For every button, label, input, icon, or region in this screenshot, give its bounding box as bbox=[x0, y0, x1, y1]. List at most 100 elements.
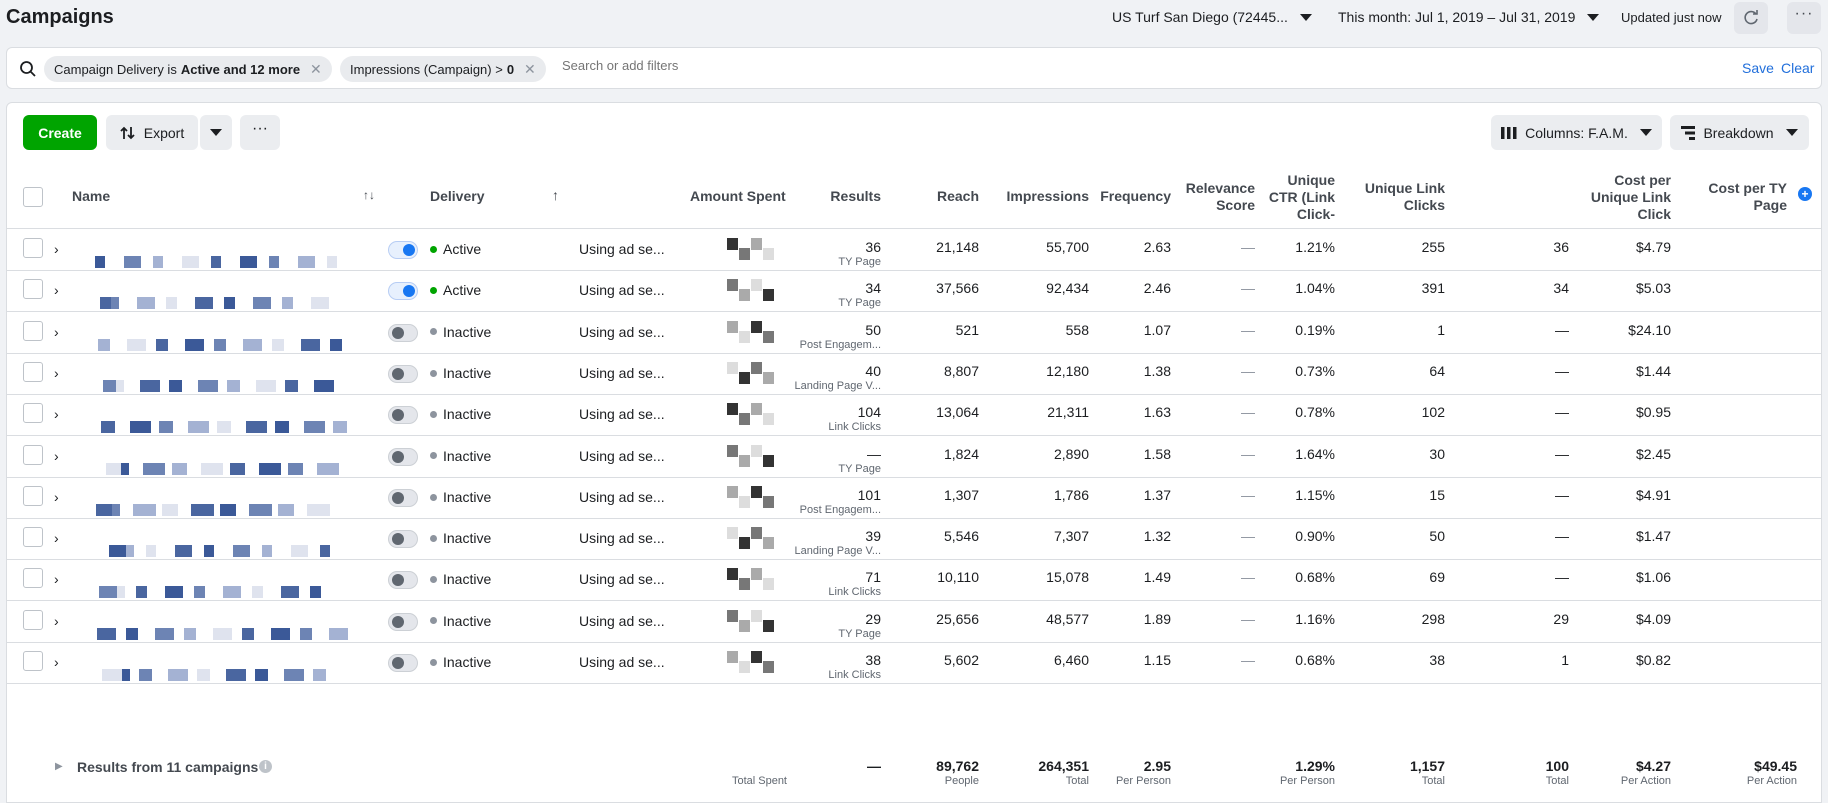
campaign-name-redacted[interactable] bbox=[95, 275, 365, 310]
results-value[interactable]: 38 bbox=[865, 652, 881, 668]
date-range-selector[interactable]: This month: Jul 1, 2019 – Jul 31, 2019 bbox=[1338, 9, 1600, 25]
chevron-right-icon[interactable]: › bbox=[54, 323, 59, 340]
columns-button[interactable]: Columns: F.A.M. bbox=[1491, 115, 1662, 150]
refresh-button[interactable] bbox=[1734, 2, 1768, 34]
table-row[interactable]: › Inactive Using ad se... 38 Link Clicks 5,60… bbox=[7, 643, 1821, 684]
results-value[interactable]: 29 bbox=[865, 610, 881, 627]
results-value[interactable]: 34 bbox=[865, 280, 881, 297]
chevron-right-icon[interactable]: › bbox=[54, 654, 59, 670]
column-header-unique-link-clicks[interactable]: Unique Link Clicks bbox=[1337, 180, 1445, 214]
chevron-right-icon[interactable]: › bbox=[54, 488, 59, 505]
column-header-impressions[interactable]: Impressions bbox=[1006, 188, 1089, 204]
info-icon[interactable]: i bbox=[259, 760, 272, 773]
table-row[interactable]: › Inactive Using ad se... — TY Page 1,824 2,89… bbox=[7, 437, 1821, 478]
campaign-toggle[interactable] bbox=[388, 282, 418, 301]
chevron-right-icon[interactable]: › bbox=[54, 406, 59, 423]
table-row[interactable]: › Inactive Using ad se... 101 Post Engagem..… bbox=[7, 478, 1821, 519]
results-value[interactable]: 104 bbox=[857, 404, 881, 421]
results-value[interactable]: 101 bbox=[857, 486, 881, 503]
column-header-relevance[interactable]: Relevance Score bbox=[1173, 180, 1255, 214]
campaign-toggle[interactable] bbox=[388, 530, 418, 549]
table-row[interactable]: › Inactive Using ad se... 71 Link Clicks 10,1… bbox=[7, 560, 1821, 602]
chevron-right-icon[interactable]: › bbox=[54, 447, 59, 464]
add-column-icon[interactable]: + bbox=[1798, 187, 1812, 201]
close-icon[interactable]: ✕ bbox=[310, 60, 322, 77]
row-checkbox[interactable] bbox=[23, 527, 43, 548]
campaign-name-redacted[interactable] bbox=[95, 317, 365, 351]
select-all-checkbox[interactable] bbox=[23, 187, 43, 207]
column-header-name[interactable]: Name bbox=[72, 188, 111, 204]
table-row[interactable]: › Inactive Using ad se... 29 TY Page 25,656 48… bbox=[7, 602, 1821, 643]
column-header-unique-ctr[interactable]: Unique CTR (Link Click- bbox=[1253, 172, 1335, 223]
table-row[interactable]: › Active Using ad se... 36 TY Page 21,148 55,7… bbox=[7, 230, 1821, 271]
campaign-toggle[interactable] bbox=[388, 241, 418, 259]
column-header-reach[interactable]: Reach bbox=[936, 188, 979, 204]
campaign-toggle[interactable] bbox=[388, 364, 418, 383]
results-value[interactable]: 71 bbox=[865, 569, 881, 586]
column-header-amount-spent[interactable]: Amount Spent bbox=[690, 188, 786, 204]
row-checkbox[interactable] bbox=[23, 238, 43, 258]
campaign-name-redacted[interactable] bbox=[95, 358, 365, 392]
results-value[interactable]: 40 bbox=[865, 362, 881, 379]
table-row[interactable]: › Inactive Using ad se... 104 Link Clicks 13,… bbox=[7, 395, 1821, 437]
toolbar-more-button[interactable]: ··· bbox=[240, 115, 280, 150]
sort-icon[interactable]: ↑↓ bbox=[363, 188, 375, 202]
save-filters-link[interactable]: Save bbox=[1742, 60, 1774, 76]
row-checkbox[interactable] bbox=[23, 279, 43, 300]
campaign-toggle[interactable] bbox=[388, 488, 418, 507]
campaign-toggle[interactable] bbox=[388, 406, 418, 425]
chevron-right-icon[interactable]: › bbox=[54, 571, 59, 588]
row-checkbox[interactable] bbox=[23, 651, 43, 671]
row-checkbox[interactable] bbox=[23, 403, 43, 424]
campaign-name-redacted[interactable] bbox=[95, 482, 365, 516]
chevron-right-icon[interactable]: › bbox=[54, 530, 59, 547]
results-value[interactable]: — bbox=[867, 445, 881, 462]
row-checkbox[interactable] bbox=[23, 485, 43, 506]
campaign-toggle[interactable] bbox=[388, 571, 418, 590]
campaign-name-redacted[interactable] bbox=[95, 606, 365, 640]
campaign-name-redacted[interactable] bbox=[95, 399, 365, 434]
filter-chip-delivery[interactable]: Campaign Delivery is Active and 12 more ✕ bbox=[44, 56, 332, 82]
results-value[interactable]: 50 bbox=[865, 321, 881, 338]
chevron-right-icon[interactable]: › bbox=[54, 241, 59, 257]
column-header-cost-per-ty-page[interactable]: Cost per TY Page bbox=[1677, 180, 1787, 214]
chevron-right-icon[interactable]: › bbox=[54, 364, 59, 381]
table-row[interactable]: › Inactive Using ad se... 40 Landing Page V.… bbox=[7, 354, 1821, 395]
table-row[interactable]: › Inactive Using ad se... 50 Post Engagem...… bbox=[7, 313, 1821, 354]
breakdown-button[interactable]: Breakdown bbox=[1670, 115, 1809, 150]
campaign-name-redacted[interactable] bbox=[95, 647, 365, 681]
column-header-delivery[interactable]: Delivery bbox=[430, 188, 485, 204]
column-header-frequency[interactable]: Frequency bbox=[1100, 188, 1171, 204]
row-checkbox[interactable] bbox=[23, 320, 43, 341]
results-value[interactable]: 39 bbox=[865, 528, 881, 545]
campaign-toggle[interactable] bbox=[388, 654, 418, 672]
table-row[interactable]: › Active Using ad se... 34 TY Page 37,566 92,4… bbox=[7, 271, 1821, 313]
account-selector[interactable]: US Turf San Diego (72445... bbox=[1112, 9, 1312, 25]
row-checkbox[interactable] bbox=[23, 444, 43, 465]
chevron-right-icon[interactable]: › bbox=[54, 612, 59, 629]
more-options-button[interactable]: ··· bbox=[1787, 2, 1821, 34]
chevron-right-icon[interactable]: › bbox=[54, 282, 59, 299]
results-value[interactable]: 36 bbox=[865, 239, 881, 255]
campaign-name-redacted[interactable] bbox=[95, 441, 365, 475]
create-button[interactable]: Create bbox=[23, 115, 97, 150]
campaign-toggle[interactable] bbox=[388, 323, 418, 342]
campaign-toggle[interactable] bbox=[388, 612, 418, 631]
close-icon[interactable]: ✕ bbox=[524, 60, 536, 77]
row-checkbox[interactable] bbox=[23, 568, 43, 589]
campaign-name-redacted[interactable] bbox=[95, 234, 365, 268]
column-header-results[interactable]: Results bbox=[830, 188, 881, 204]
row-checkbox[interactable] bbox=[23, 609, 43, 630]
expand-icon[interactable]: ▶ bbox=[55, 761, 63, 772]
export-button[interactable]: Export bbox=[106, 115, 198, 150]
campaign-name-redacted[interactable] bbox=[95, 564, 365, 599]
search-input[interactable] bbox=[562, 58, 962, 73]
row-checkbox[interactable] bbox=[23, 361, 43, 382]
campaign-name-redacted[interactable] bbox=[95, 523, 365, 558]
arrow-up-icon[interactable]: ↑ bbox=[552, 187, 559, 203]
campaign-toggle[interactable] bbox=[388, 447, 418, 466]
table-row[interactable]: › Inactive Using ad se... 39 Landing Page V.… bbox=[7, 519, 1821, 561]
column-header-cost-per-unique-link-click[interactable]: Cost per Unique Link Click bbox=[1567, 172, 1671, 223]
filter-chip-impressions[interactable]: Impressions (Campaign) >0 ✕ bbox=[340, 56, 546, 82]
export-dropdown-button[interactable] bbox=[200, 115, 232, 150]
